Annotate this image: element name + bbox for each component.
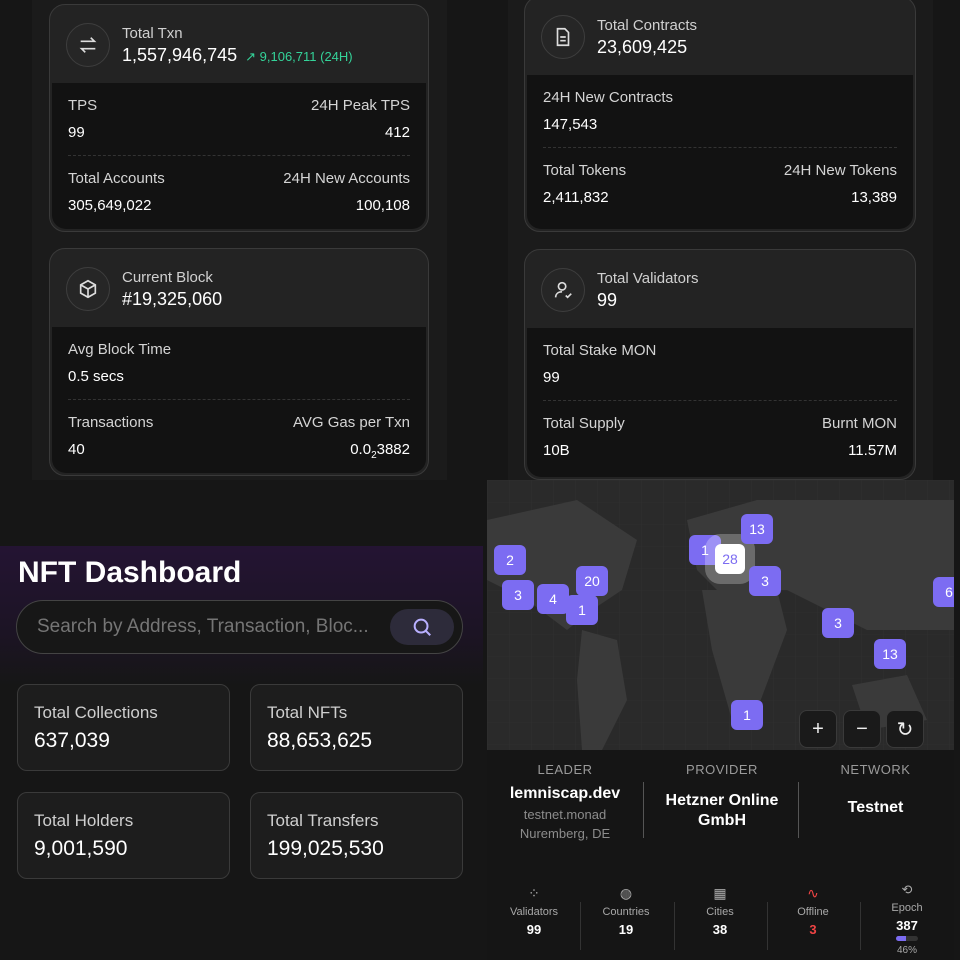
txn-delta: ↗ 9,106,711 (24H) <box>245 48 353 64</box>
zoom-in-button[interactable]: + <box>799 710 837 748</box>
history-icon: ⟲ <box>901 882 913 897</box>
total-contracts-card: Total Contracts 23,609,425 24H New Contr… <box>524 0 916 232</box>
search-input[interactable] <box>37 616 385 638</box>
document-icon <box>541 15 585 59</box>
search-button[interactable] <box>390 609 454 645</box>
map-cluster[interactable]: 3 <box>502 580 534 610</box>
map-cluster[interactable]: 1 <box>566 595 598 625</box>
map-cluster[interactable]: 13 <box>741 514 773 544</box>
search-bar[interactable] <box>16 600 463 654</box>
search-icon <box>413 618 431 636</box>
current-block-card: Current Block #19,325,060 Avg Block Time… <box>49 248 429 476</box>
provider-info: PROVIDER Hetzner Online GmbH <box>665 762 779 829</box>
new-contracts-row: 24H New Contracts 147,543 <box>543 89 674 133</box>
current-block-value: #19,325,060 <box>122 288 223 309</box>
validators-icon: ⁘ <box>528 885 540 901</box>
map-cluster[interactable]: 3 <box>822 608 854 638</box>
footer-cities: ▦ Cities 38 <box>680 885 760 937</box>
total-validators-card: Total Validators 99 Total Stake MON 99 To… <box>524 249 916 480</box>
map-cluster-selected[interactable]: 28 <box>715 544 745 574</box>
reset-view-button[interactable]: ↻ <box>886 710 924 748</box>
total-contracts-value: 23,609,425 <box>597 36 688 57</box>
total-txn-value: 1,557,946,745 <box>122 44 238 65</box>
map-cluster[interactable]: 3 <box>749 566 781 596</box>
tokens-row: Total Tokens 2,411,832 24H New Tokens 13,3… <box>543 162 897 206</box>
total-validators-value: 99 <box>597 289 618 310</box>
footer-countries: ◍ Countries 19 <box>586 885 666 937</box>
map-cluster[interactable]: 1 <box>731 700 763 730</box>
accounts-row: Total Accounts 305,649,022 24H New Accoun… <box>68 170 410 214</box>
block-time-row: Avg Block Time 0.5 secs <box>68 341 172 385</box>
map-cluster[interactable]: 20 <box>576 566 608 596</box>
map-cluster[interactable]: 2 <box>494 545 526 575</box>
footer-epoch: ⟲ Epoch 387 46% <box>867 882 947 956</box>
map-cluster[interactable]: 4 <box>537 584 569 614</box>
total-validators-label: Total Validators <box>597 269 699 287</box>
supply-row: Total Supply 10B Burnt MON 11.57M <box>543 415 897 459</box>
user-check-icon <box>541 268 585 312</box>
stake-row: Total Stake MON 99 <box>543 342 657 386</box>
network-info: NETWORK Testnet <box>840 762 911 816</box>
current-block-label: Current Block <box>122 268 213 286</box>
right-stats-panel: Total Contracts 23,609,425 24H New Contr… <box>508 0 933 480</box>
footer-validators: ⁘ Validators 99 <box>494 885 574 937</box>
epoch-progress-bar <box>896 936 918 941</box>
building-icon: ▦ <box>713 885 727 901</box>
map-cluster[interactable]: 6 <box>933 577 954 607</box>
stat-total-nfts: Total NFTs 88,653,625 <box>250 684 463 771</box>
footer-offline: ∿ Offline 3 <box>773 885 853 937</box>
world-map <box>487 480 954 750</box>
zoom-out-button[interactable]: − <box>843 710 881 748</box>
page-title: NFT Dashboard <box>18 556 242 589</box>
total-txn-label: Total Txn <box>122 24 183 42</box>
total-txn-card: Total Txn 1,557,946,745 ↗ 9,106,711 (24H)… <box>49 4 429 232</box>
cube-icon <box>66 267 110 311</box>
transfer-icon <box>66 23 110 67</box>
stat-total-transfers: Total Transfers 199,025,530 <box>250 792 463 879</box>
transactions-row: Transactions 40 AVG Gas per Txn 0.023882 <box>68 414 410 461</box>
total-contracts-label: Total Contracts <box>597 16 698 34</box>
pulse-icon: ∿ <box>807 885 819 901</box>
left-stats-panel: Total Txn 1,557,946,745 ↗ 9,106,711 (24H)… <box>32 0 447 480</box>
stat-total-collections: Total Collections 637,039 <box>17 684 230 771</box>
globe-icon: ◍ <box>619 885 633 901</box>
node-info-panel: LEADER lemniscap.dev testnet.monad Nurem… <box>487 750 954 960</box>
tps-row: TPS 99 24H Peak TPS 412 <box>68 97 410 141</box>
leader-info: LEADER lemniscap.dev testnet.monad Nurem… <box>509 762 621 841</box>
map-cluster[interactable]: 13 <box>874 639 906 669</box>
validator-map[interactable]: 2 3 4 20 1 1 28 13 3 3 13 1 6 + − ↻ <box>487 480 954 750</box>
stat-total-holders: Total Holders 9,001,590 <box>17 792 230 879</box>
